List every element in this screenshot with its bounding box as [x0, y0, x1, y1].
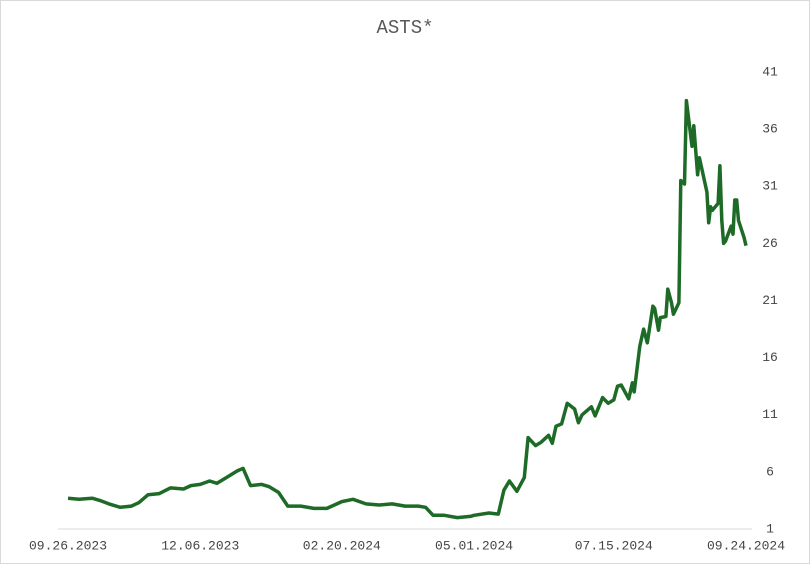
x-tick-label: 09.26.2023: [29, 538, 107, 553]
y-tick-label: 1: [766, 521, 774, 536]
x-tick-label: 12.06.2023: [161, 538, 239, 553]
chart-title: ASTS*: [376, 17, 433, 39]
x-tick-label: 09.24.2024: [707, 538, 785, 553]
y-tick-label: 21: [762, 293, 778, 308]
x-tick-label: 05.01.2024: [435, 538, 513, 553]
x-tick-label: 02.20.2024: [303, 538, 381, 553]
price-line: [67, 98, 748, 520]
y-tick-label: 6: [766, 464, 774, 479]
y-tick-label: 36: [762, 122, 778, 137]
x-tick-label: 07.15.2024: [575, 538, 653, 553]
y-tick-label: 11: [762, 407, 778, 422]
y-tick-label: 41: [762, 64, 778, 79]
y-tick-label: 26: [762, 236, 778, 251]
y-tick-label: 31: [762, 179, 778, 194]
y-tick-label: 16: [762, 350, 778, 365]
